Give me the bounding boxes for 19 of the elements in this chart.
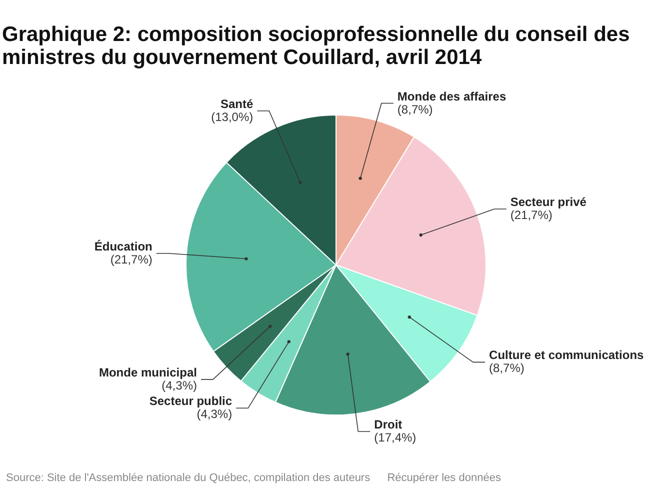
slice-label: Santé: [220, 96, 254, 111]
slice-label: Secteur privé: [510, 194, 587, 209]
data-label: (4,3%): [196, 407, 232, 422]
text: Récupérer les données: [387, 472, 502, 484]
data-label: (21,7%): [510, 208, 552, 222]
data-label: (4,3%): [162, 378, 197, 392]
slice-label: Droit: [374, 418, 402, 432]
source-note: Source: Site de l'Assemblée nationale du Québec, compilation des auteurs: [6, 472, 371, 484]
slice-label: Culture et communications: [489, 348, 644, 362]
data-label: (21,7%): [110, 252, 152, 266]
data-label: (8,7%): [489, 361, 524, 376]
slice-label: Monde des affaires: [397, 89, 506, 104]
data-label: (17,4%): [374, 430, 416, 445]
slice-label: Monde municipal: [98, 365, 197, 380]
data-label: (13,0%): [211, 110, 254, 124]
slice-label: Secteur public: [149, 394, 232, 408]
chart-title: Graphique 2: composition socioprofessionnelle du conseil des ministres du gouvernement Couillard, avril 2014: [2, 23, 630, 69]
data-label: (8,7%): [397, 102, 433, 116]
slice-label: Éducation: [94, 239, 152, 254]
